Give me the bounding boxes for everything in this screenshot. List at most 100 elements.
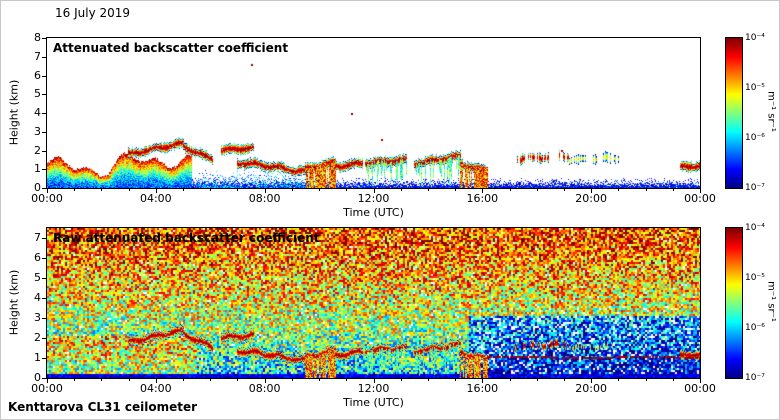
x-minor-tick-mark (291, 379, 293, 381)
x-minor-tick-mark (427, 379, 429, 381)
date-label: 16 July 2019 (55, 6, 131, 20)
x-minor-tick-mark (645, 379, 647, 381)
x-tick-label: 20:00 (575, 192, 607, 205)
x-minor-tick-mark (128, 189, 130, 191)
x-minor-tick-mark (672, 189, 674, 191)
colorbar-tick-label: 10⁻⁶ (745, 133, 765, 143)
x-minor-tick-mark (210, 379, 212, 381)
y-tick-mark (42, 38, 46, 39)
x-minor-tick-mark (291, 189, 293, 191)
y-tick-mark (42, 338, 46, 339)
y-tick-label: 5 (34, 271, 41, 284)
x-minor-tick-mark (563, 379, 565, 381)
y-tick-mark (42, 318, 46, 319)
raw-attenuated-backscatter-heatmap (46, 227, 701, 379)
x-tick-label: 00:00 (31, 192, 63, 205)
x-tick-label: 08:00 (248, 382, 281, 395)
y-axis-label-top: Height (km) (7, 79, 21, 146)
colorbar-unit-label-bottom: m⁻¹ sr⁻¹ (765, 281, 777, 322)
y-tick-mark (42, 150, 46, 152)
x-tick-label: 04:00 (139, 382, 172, 395)
x-tick-mark (591, 189, 593, 193)
x-axis-label-top: Time (UTC) (343, 206, 404, 219)
x-minor-tick-mark (74, 189, 76, 191)
attenuated-backscatter-heatmap (46, 37, 701, 189)
x-minor-tick-mark (536, 379, 538, 381)
x-minor-tick-mark (618, 189, 620, 191)
x-minor-tick-mark (618, 379, 620, 381)
y-tick-mark (42, 56, 46, 58)
y-tick-mark (42, 113, 46, 114)
y-tick-mark (42, 378, 46, 379)
instrument-label: Kenttarova CL31 ceilometer (8, 400, 198, 414)
x-minor-tick-mark (400, 379, 402, 381)
y-tick-label: 4 (34, 291, 41, 304)
colorbar-bottom (725, 227, 743, 379)
x-minor-tick-mark (183, 379, 185, 381)
x-tick-label: 16:00 (466, 382, 499, 395)
x-tick-label: 00:00 (684, 382, 716, 395)
x-minor-tick-mark (237, 379, 239, 381)
x-tick-label: 12:00 (357, 382, 390, 395)
x-tick-mark (264, 379, 266, 383)
y-tick-label: 6 (34, 251, 41, 264)
y-tick-mark (42, 94, 46, 96)
colorbar-tick-label: 10⁻⁵ (745, 83, 765, 93)
x-tick-mark (264, 189, 266, 193)
x-minor-tick-mark (346, 189, 348, 191)
y-tick-mark (42, 75, 46, 77)
y-tick-mark (42, 238, 46, 239)
x-tick-mark (155, 189, 157, 193)
x-tick-mark (482, 379, 484, 383)
x-axis-label-bottom: Time (UTC) (343, 396, 404, 409)
x-minor-tick-mark (101, 189, 103, 191)
x-minor-tick-mark (509, 189, 511, 191)
x-minor-tick-mark (672, 379, 674, 381)
panel-title-raw: Raw attenuated backscatter coefficient (53, 231, 320, 245)
x-tick-mark (700, 379, 701, 383)
y-tick-label: 2 (34, 331, 41, 344)
x-minor-tick-mark (400, 189, 402, 191)
x-minor-tick-mark (319, 379, 321, 381)
x-tick-label: 08:00 (248, 192, 281, 205)
y-tick-mark (42, 298, 46, 299)
panel-title-attenuated: Attenuated backscatter coefficient (53, 41, 289, 55)
x-tick-mark (47, 379, 48, 383)
x-tick-mark (373, 189, 375, 193)
x-tick-mark (591, 379, 593, 383)
x-minor-tick-mark (183, 189, 185, 191)
x-minor-tick-mark (455, 379, 457, 381)
x-tick-mark (47, 189, 48, 193)
x-minor-tick-mark (237, 189, 239, 191)
x-minor-tick-mark (509, 379, 511, 381)
colorbar-tick-label: 10⁻⁵ (745, 273, 765, 283)
y-tick-mark (42, 188, 46, 189)
x-tick-mark (155, 379, 157, 383)
y-tick-label: 0 (34, 181, 41, 194)
y-tick-mark (42, 258, 46, 259)
colorbar-tick-label: 10⁻⁷ (745, 183, 765, 193)
y-tick-label: 0 (34, 371, 41, 384)
x-minor-tick-mark (74, 379, 76, 381)
x-minor-tick-mark (101, 379, 103, 381)
y-tick-label: 7 (34, 231, 41, 244)
y-tick-label: 3 (34, 311, 41, 324)
x-tick-mark (373, 379, 375, 383)
y-tick-label: 3 (34, 124, 41, 138)
x-tick-label: 00:00 (684, 192, 716, 205)
x-tick-label: 04:00 (139, 192, 172, 205)
y-tick-mark (42, 358, 46, 359)
x-minor-tick-mark (128, 379, 130, 381)
x-tick-label: 16:00 (466, 192, 499, 205)
y-tick-label: 8 (34, 31, 41, 44)
x-tick-label: 20:00 (575, 382, 607, 395)
colorbar-tick-label: 10⁻⁴ (745, 33, 765, 43)
colorbar-tick-label: 10⁻⁶ (745, 323, 765, 333)
y-tick-label: 4 (34, 106, 41, 119)
colorbar-unit-label-top: m⁻¹ sr⁻¹ (765, 91, 777, 132)
x-minor-tick-mark (210, 189, 212, 191)
x-minor-tick-mark (645, 189, 647, 191)
y-tick-mark (42, 169, 46, 171)
y-tick-label: 7 (34, 49, 41, 63)
